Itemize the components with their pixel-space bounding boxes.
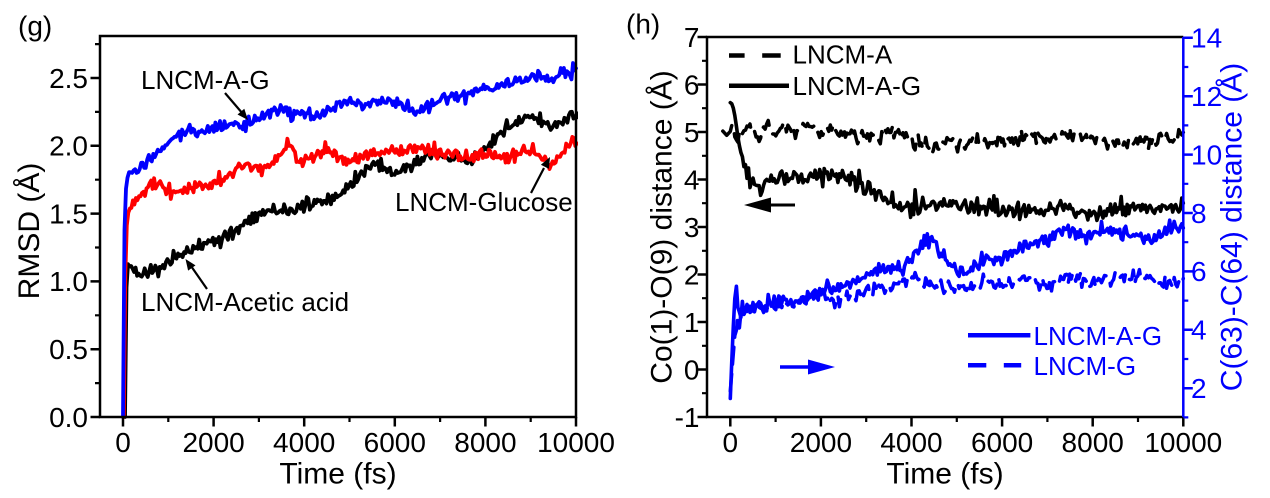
svg-text:C(63)-C(64) distance (Å): C(63)-C(64) distance (Å)	[1216, 63, 1249, 391]
svg-text:1: 1	[684, 307, 700, 338]
svg-text:LNCM-A-G: LNCM-A-G	[1034, 321, 1163, 351]
svg-text:1.0: 1.0	[49, 266, 88, 297]
svg-text:7: 7	[684, 22, 700, 53]
svg-text:Co(1)-O(9) distance (Å): Co(1)-O(9) distance (Å)	[646, 70, 679, 383]
svg-text:6: 6	[1191, 256, 1207, 287]
svg-text:4000: 4000	[880, 427, 942, 458]
svg-text:8000: 8000	[1062, 427, 1124, 458]
svg-text:Time (fs): Time (fs)	[886, 458, 1003, 491]
svg-text:2: 2	[1191, 373, 1207, 404]
svg-text:4: 4	[684, 164, 700, 195]
svg-text:8000: 8000	[454, 427, 516, 458]
svg-text:0.5: 0.5	[49, 334, 88, 365]
svg-text:-1: -1	[675, 402, 700, 433]
svg-text:LNCM-G: LNCM-G	[1034, 351, 1137, 381]
svg-text:RMSD (Å): RMSD (Å)	[13, 163, 46, 300]
svg-text:Time (fs): Time (fs)	[279, 458, 396, 491]
svg-text:2.0: 2.0	[49, 131, 88, 162]
svg-text:10000: 10000	[1144, 427, 1222, 458]
svg-text:LNCM-Acetic acid: LNCM-Acetic acid	[141, 287, 349, 317]
svg-text:14: 14	[1191, 23, 1222, 54]
svg-text:6000: 6000	[971, 427, 1033, 458]
svg-text:2: 2	[684, 259, 700, 290]
svg-text:2.5: 2.5	[49, 63, 88, 94]
svg-text:0: 0	[684, 354, 700, 385]
svg-text:3: 3	[684, 212, 700, 243]
svg-text:LNCM-A-G: LNCM-A-G	[141, 65, 270, 95]
svg-text:LNCM-A: LNCM-A	[793, 40, 893, 70]
svg-text:2000: 2000	[790, 427, 852, 458]
svg-text:0.0: 0.0	[49, 402, 88, 433]
svg-text:6: 6	[684, 69, 700, 100]
svg-text:10000: 10000	[537, 427, 615, 458]
svg-text:0: 0	[723, 427, 739, 458]
svg-text:4: 4	[1191, 315, 1207, 346]
svg-text:6000: 6000	[364, 427, 426, 458]
svg-text:5: 5	[684, 117, 700, 148]
svg-text:LNCM-Glucose: LNCM-Glucose	[395, 187, 573, 217]
svg-text:0: 0	[115, 427, 131, 458]
svg-text:4000: 4000	[273, 427, 335, 458]
svg-text:1.5: 1.5	[49, 198, 88, 229]
svg-text:8: 8	[1191, 198, 1207, 229]
svg-text:2000: 2000	[182, 427, 244, 458]
svg-text:(h): (h)	[626, 9, 660, 40]
svg-text:12: 12	[1191, 81, 1222, 112]
svg-text:LNCM-A-G: LNCM-A-G	[793, 71, 922, 101]
svg-text:(g): (g)	[18, 11, 52, 42]
svg-text:10: 10	[1191, 139, 1222, 170]
